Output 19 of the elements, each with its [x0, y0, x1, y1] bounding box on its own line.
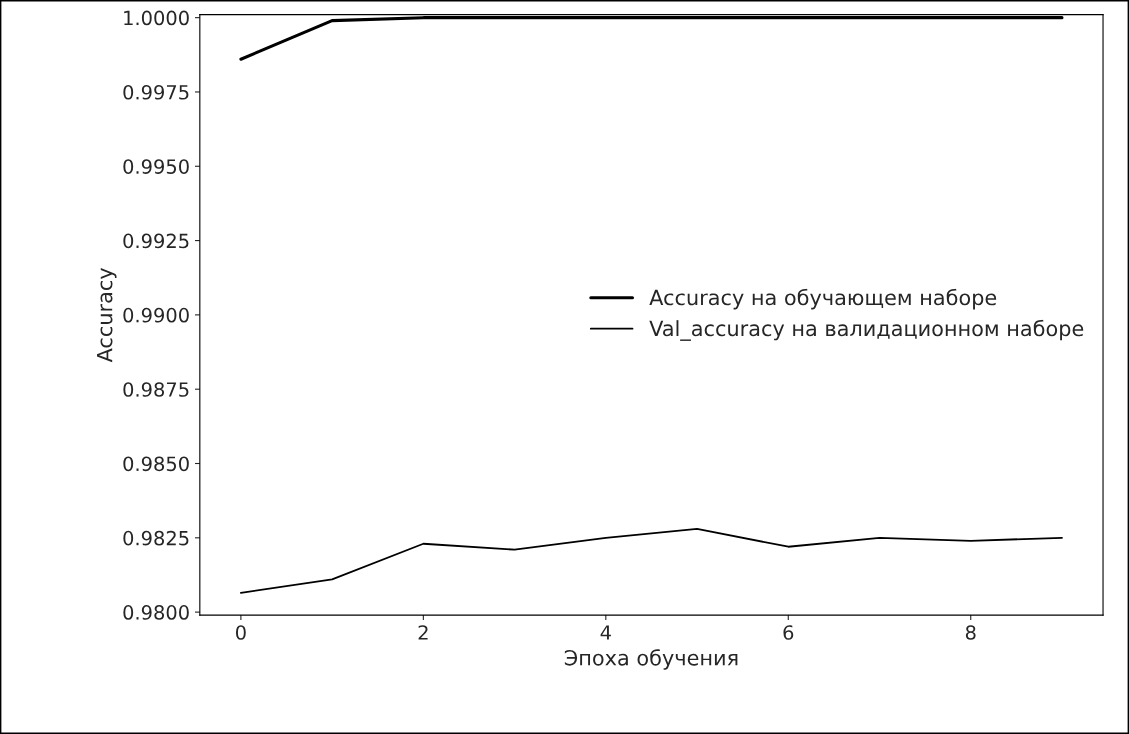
y-axis-title: Accuracy: [97, 267, 117, 363]
x-tick-label: 2: [418, 625, 428, 640]
y-tick-label: 0.9850: [123, 456, 189, 472]
legend-label: Val_accuracy на валидационном наборе: [649, 319, 1084, 341]
y-tick-label: 0.9800: [123, 605, 189, 620]
x-axis-title: Эпоха обучения: [564, 649, 738, 670]
line-series: [239, 527, 1063, 594]
x-tick-label: 6: [783, 625, 794, 640]
legend-label: Accuracy на обучающем наборе: [649, 288, 997, 310]
y-tick-label: 0.9875: [123, 382, 189, 397]
y-tick-label: 0.9925: [123, 233, 189, 249]
y-tick-label: 0.9975: [123, 84, 189, 100]
x-tick-label: 4: [600, 625, 611, 640]
y-tick-label: 1.0000: [124, 10, 189, 26]
y-tick-label: 0.9825: [123, 530, 189, 546]
y-tick-label: 0.9900: [123, 307, 189, 323]
y-tick-label: 0.9950: [123, 159, 189, 174]
x-tick-label: 8: [965, 625, 976, 640]
x-tick-label: 0: [235, 625, 246, 640]
